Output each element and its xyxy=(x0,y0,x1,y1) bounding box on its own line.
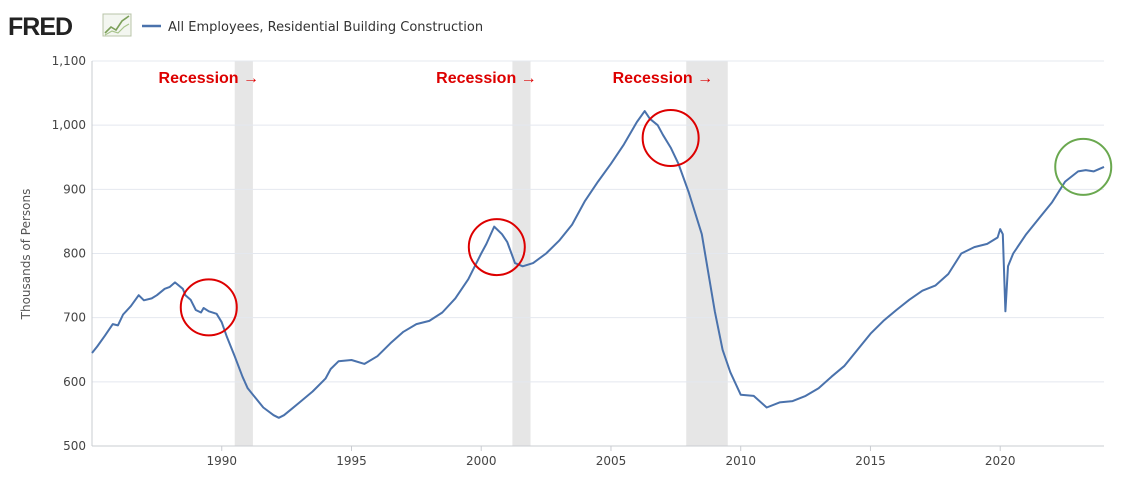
legend-series-name: All Employees, Residential Building Cons… xyxy=(168,20,483,35)
x-tick-label-1: 1995 xyxy=(336,454,367,468)
y-tick-label-2: 700 xyxy=(63,311,86,325)
x-tick-label-2: 2000 xyxy=(466,454,497,468)
recession-annotation-1: Recession → xyxy=(436,70,536,87)
x-tick-label-6: 2020 xyxy=(985,454,1016,468)
plot-area: 500 600 700 800 900 1,000 1,100 1990 1995 2000 200… xyxy=(52,54,1113,468)
highlight-circle-0 xyxy=(179,278,238,337)
recession-annotation-2: Recession → xyxy=(613,70,713,87)
series-line-residential-construction xyxy=(91,110,1105,419)
y-tick-label-6: 1,100 xyxy=(52,54,86,68)
y-axis-title: Thousands of Persons xyxy=(19,189,33,321)
fred-logo-chart-icon xyxy=(102,13,132,37)
highlight-circle-3 xyxy=(1054,137,1113,196)
y-tick-label-3: 800 xyxy=(63,247,86,261)
highlight-circle-2 xyxy=(641,109,700,167)
x-tick-label-4: 2010 xyxy=(725,454,756,468)
highlight-circle-1 xyxy=(467,218,526,277)
y-tick-label-4: 900 xyxy=(63,182,86,196)
x-tick-label-3: 2005 xyxy=(596,454,627,468)
header: FRED All Employees, Residential Building… xyxy=(8,13,483,41)
fred-logo-text: FRED xyxy=(8,13,72,41)
recession-annotation-0: Recession → xyxy=(159,70,259,87)
y-tick-label-0: 500 xyxy=(63,439,86,453)
y-tick-label-5: 1,000 xyxy=(52,118,86,132)
x-tick-label-5: 2015 xyxy=(855,454,886,468)
y-tick-label-1: 600 xyxy=(63,375,86,389)
x-tick-label-0: 1990 xyxy=(206,454,237,468)
